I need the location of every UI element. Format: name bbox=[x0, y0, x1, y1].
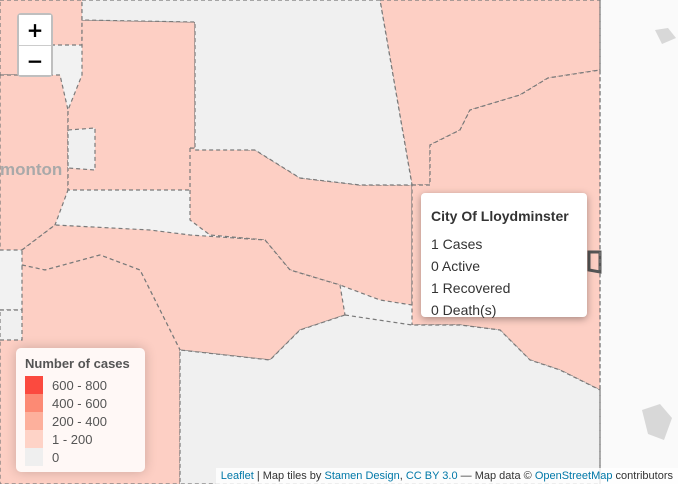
popup-active: 0 Active bbox=[431, 258, 481, 274]
legend-item: 400 - 600 bbox=[25, 394, 136, 412]
legend-swatch bbox=[25, 376, 43, 394]
legend-item: 200 - 400 bbox=[25, 412, 136, 430]
legend-swatch bbox=[25, 394, 43, 412]
legend-label: 400 - 600 bbox=[52, 395, 107, 411]
region-southeast-zero[interactable] bbox=[179, 314, 601, 484]
region-edmonton-pocket[interactable] bbox=[67, 127, 96, 171]
license-link[interactable]: CC BY 3.0 bbox=[405, 470, 458, 482]
city-label: monton bbox=[0, 160, 62, 179]
zoom-control: + − bbox=[17, 13, 53, 77]
legend-item: 600 - 800 bbox=[25, 376, 136, 394]
attribution-contributors: contributors bbox=[612, 470, 673, 482]
popup-deaths: 0 Death(s) bbox=[431, 302, 497, 318]
legend-item: 0 bbox=[25, 448, 136, 466]
outside-area bbox=[600, 0, 678, 484]
region-west-pocket[interactable] bbox=[0, 309, 23, 341]
legend-swatch bbox=[25, 448, 43, 466]
osm-link[interactable]: OpenStreetMap bbox=[534, 470, 613, 482]
popup-cases: 1 Cases bbox=[431, 236, 483, 252]
legend-item: 1 - 200 bbox=[25, 430, 136, 448]
legend: Number of cases 600 - 800 400 - 600 200 - … bbox=[16, 348, 145, 472]
zoom-in-button[interactable]: + bbox=[19, 15, 51, 45]
popup-recovered: 1 Recovered bbox=[431, 280, 511, 296]
popup-title: City Of Lloydminster bbox=[431, 208, 569, 224]
stamen-link[interactable]: Stamen Design bbox=[324, 470, 400, 482]
legend-title: Number of cases bbox=[25, 356, 130, 371]
attribution-mapdata: — Map data © bbox=[457, 470, 535, 482]
attribution: Leaflet | Map tiles by Stamen Design, CC… bbox=[215, 468, 678, 484]
region-popup: City Of Lloydminster 1 Cases 0 Active 1 … bbox=[421, 193, 587, 318]
attribution-sep: | Map tiles by bbox=[253, 470, 325, 482]
lloydminster-outline[interactable] bbox=[587, 250, 602, 274]
zoom-out-button[interactable]: − bbox=[19, 45, 51, 75]
legend-swatch bbox=[25, 412, 43, 430]
legend-swatch bbox=[25, 430, 43, 448]
lake-shape bbox=[642, 404, 672, 440]
legend-label: 200 - 400 bbox=[52, 413, 107, 429]
legend-label: 0 bbox=[52, 449, 60, 465]
legend-label: 600 - 800 bbox=[52, 377, 107, 393]
lake-shape bbox=[655, 28, 676, 44]
leaflet-link[interactable]: Leaflet bbox=[220, 470, 254, 482]
attribution-comma: , bbox=[399, 470, 406, 482]
region-north-zero[interactable] bbox=[81, 0, 413, 186]
legend-label: 1 - 200 bbox=[52, 431, 93, 447]
